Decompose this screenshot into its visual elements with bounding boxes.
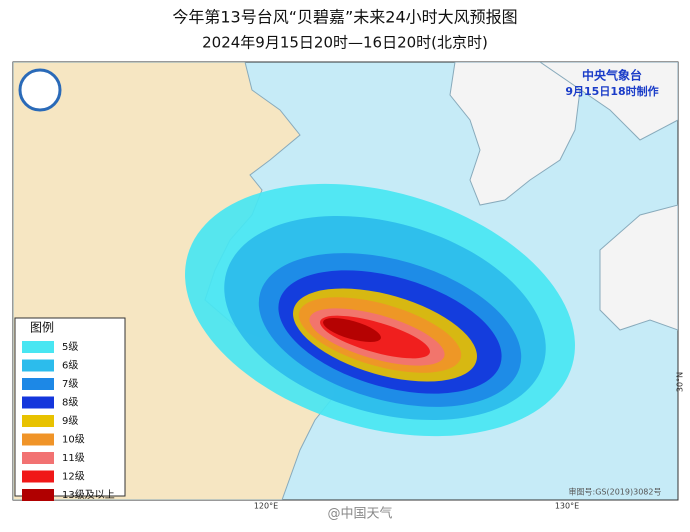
agency: 中央气象台 [582,68,642,83]
legend-label: 9级 [62,415,78,427]
issue-time: 9月15日18时制作 [565,84,658,98]
subtitle: 2024年9月15日20时—16日20时(北京时) [202,34,488,52]
legend-label: 6级 [62,360,78,372]
legend-label: 8级 [62,397,78,409]
legend-swatch [22,341,54,353]
watermark: @中国天气 [327,506,392,522]
title: 今年第13号台风“贝碧嘉”未来24小时大风预报图 [172,8,517,27]
legend-label: 5级 [62,341,78,353]
lon-label: 120°E [254,502,278,511]
legend-swatch [22,452,54,464]
legend-title: 图例 [30,321,54,335]
legend-swatch [22,415,54,427]
legend: 图例 5级 6级 7级 8级 9级 10级 11级 12级 13级及以上 [14,317,126,501]
legend-label: 12级 [62,471,85,483]
legend-swatch [22,470,54,483]
legend-label: 7级 [62,378,78,390]
legend-label: 11级 [62,452,85,464]
japan-land [599,204,678,331]
lon-label: 130°E [555,502,579,511]
wind-zone [323,318,381,342]
logo [18,68,62,112]
legend-label: 10级 [62,434,85,446]
legend-swatch [22,433,54,446]
review-number: 审图号:GS(2019)3082号 [569,487,662,497]
legend-swatch [22,396,54,409]
legend-swatch [22,359,54,372]
legend-swatch [22,489,54,501]
lat-label: 30°N [676,372,685,392]
legend-swatch [22,378,54,390]
legend-label: 13级及以上 [62,489,115,501]
japan-north [539,62,678,141]
